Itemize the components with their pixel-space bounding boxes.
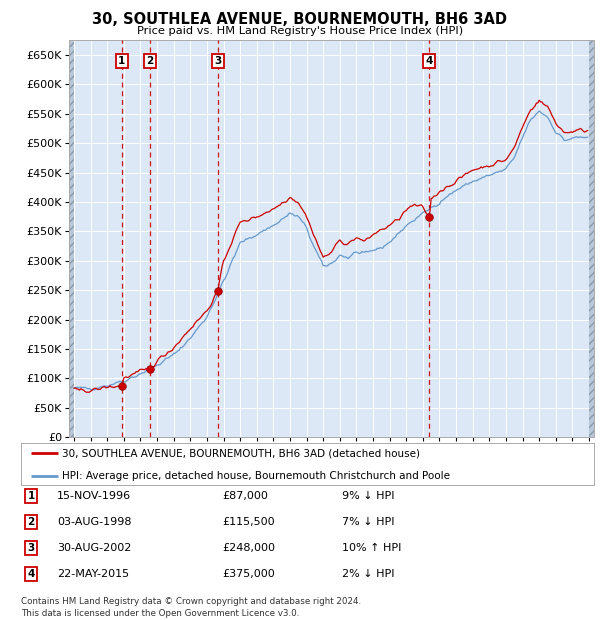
Text: Price paid vs. HM Land Registry's House Price Index (HPI): Price paid vs. HM Land Registry's House … bbox=[137, 26, 463, 36]
Text: 4: 4 bbox=[28, 569, 35, 579]
Text: 3: 3 bbox=[214, 56, 221, 66]
Text: £248,000: £248,000 bbox=[222, 543, 275, 553]
Text: 30-AUG-2002: 30-AUG-2002 bbox=[57, 543, 131, 553]
Text: 15-NOV-1996: 15-NOV-1996 bbox=[57, 491, 131, 501]
Text: 10% ↑ HPI: 10% ↑ HPI bbox=[342, 543, 401, 553]
Text: 2: 2 bbox=[146, 56, 154, 66]
Text: 1: 1 bbox=[28, 491, 35, 501]
Text: 30, SOUTHLEA AVENUE, BOURNEMOUTH, BH6 3AD: 30, SOUTHLEA AVENUE, BOURNEMOUTH, BH6 3A… bbox=[92, 12, 508, 27]
Text: 30, SOUTHLEA AVENUE, BOURNEMOUTH, BH6 3AD (detached house): 30, SOUTHLEA AVENUE, BOURNEMOUTH, BH6 3A… bbox=[62, 448, 420, 458]
Text: £375,000: £375,000 bbox=[222, 569, 275, 579]
Text: 2% ↓ HPI: 2% ↓ HPI bbox=[342, 569, 395, 579]
Text: 1: 1 bbox=[118, 56, 125, 66]
Text: £115,500: £115,500 bbox=[222, 517, 275, 527]
Text: HPI: Average price, detached house, Bournemouth Christchurch and Poole: HPI: Average price, detached house, Bour… bbox=[62, 471, 450, 480]
Text: 03-AUG-1998: 03-AUG-1998 bbox=[57, 517, 131, 527]
Text: 2: 2 bbox=[28, 517, 35, 527]
Text: Contains HM Land Registry data © Crown copyright and database right 2024.
This d: Contains HM Land Registry data © Crown c… bbox=[21, 597, 361, 618]
Text: 22-MAY-2015: 22-MAY-2015 bbox=[57, 569, 129, 579]
Text: 4: 4 bbox=[425, 56, 433, 66]
Text: 9% ↓ HPI: 9% ↓ HPI bbox=[342, 491, 395, 501]
Bar bbox=[589, 40, 594, 437]
Bar bbox=[69, 40, 74, 437]
Text: £87,000: £87,000 bbox=[222, 491, 268, 501]
Text: 3: 3 bbox=[28, 543, 35, 553]
Text: 7% ↓ HPI: 7% ↓ HPI bbox=[342, 517, 395, 527]
